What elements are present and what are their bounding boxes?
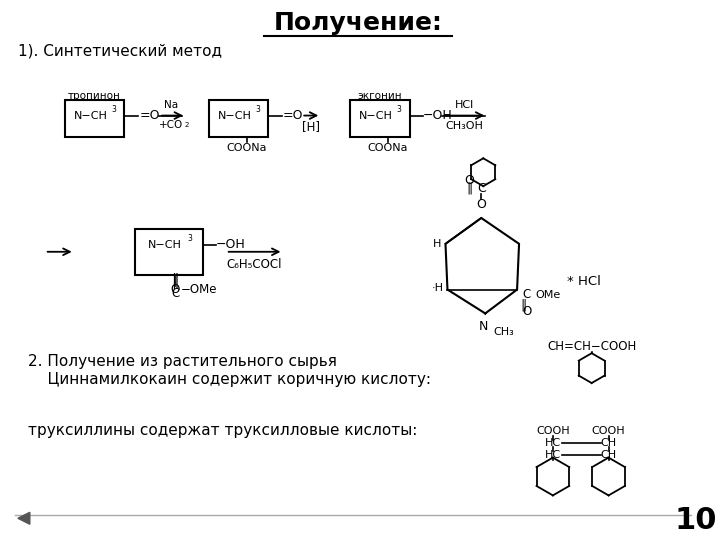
Text: =O: =O — [139, 109, 160, 122]
Text: HCl: HCl — [455, 99, 474, 110]
Text: N−CH: N−CH — [359, 111, 393, 120]
Text: −OMe: −OMe — [181, 283, 217, 296]
Polygon shape — [18, 512, 30, 524]
Text: 3: 3 — [112, 105, 116, 114]
Text: +CO: +CO — [159, 120, 183, 131]
Text: =O: =O — [282, 109, 303, 122]
Text: тропинон: тропинон — [68, 91, 121, 100]
Text: ‖: ‖ — [467, 181, 472, 194]
Text: H: H — [433, 239, 441, 249]
Text: O: O — [477, 198, 486, 211]
Text: * HCl: * HCl — [567, 275, 600, 288]
Text: ‖: ‖ — [520, 299, 526, 312]
Text: N−CH: N−CH — [217, 111, 251, 120]
Text: 1). Синтетический метод: 1). Синтетический метод — [18, 43, 222, 58]
Text: CH=CH−COOH: CH=CH−COOH — [547, 340, 636, 353]
Text: 10: 10 — [675, 506, 717, 535]
Text: C: C — [477, 181, 486, 194]
Text: Na: Na — [164, 99, 178, 110]
Text: C: C — [171, 287, 179, 300]
Text: ·H: ·H — [431, 282, 444, 293]
Text: HC: HC — [545, 438, 561, 448]
Text: N−CH: N−CH — [73, 111, 107, 120]
Text: Циннамилкокаин содержит коричную кислоту:: Циннамилкокаин содержит коричную кислоту… — [28, 372, 431, 387]
Text: HC: HC — [545, 450, 561, 460]
Text: 2. Получение из растительного сырья: 2. Получение из растительного сырья — [28, 354, 337, 369]
Text: экгонин: экгонин — [358, 91, 402, 100]
Text: OMe: OMe — [535, 289, 560, 300]
Text: COOH: COOH — [536, 426, 570, 436]
Text: C₆H₅COCl: C₆H₅COCl — [227, 258, 282, 271]
Text: COONa: COONa — [367, 143, 408, 153]
Text: [H]: [H] — [302, 120, 320, 133]
Text: O: O — [464, 174, 474, 187]
Text: O: O — [522, 305, 531, 318]
Text: 3: 3 — [397, 105, 402, 114]
Text: C: C — [522, 288, 531, 301]
Text: COONa: COONa — [226, 143, 267, 153]
Text: CH: CH — [600, 438, 616, 448]
Text: 3: 3 — [187, 234, 192, 244]
Text: труксиллины содержат труксилловые кислоты:: труксиллины содержат труксилловые кислот… — [28, 423, 417, 438]
Text: COOH: COOH — [592, 426, 626, 436]
Text: −OH: −OH — [423, 109, 452, 122]
Text: CH₃: CH₃ — [493, 327, 514, 338]
Text: N: N — [479, 320, 488, 333]
Bar — [350, 100, 410, 137]
Text: CH: CH — [600, 450, 616, 460]
Text: −OH: −OH — [216, 238, 246, 251]
Text: N−CH: N−CH — [148, 240, 182, 250]
Text: CH₃OH: CH₃OH — [446, 122, 483, 132]
Text: ‖: ‖ — [171, 273, 179, 288]
Bar — [135, 229, 203, 275]
Bar — [209, 100, 269, 137]
Text: 3: 3 — [256, 105, 261, 114]
Text: Получение:: Получение: — [274, 11, 442, 35]
Bar — [65, 100, 125, 137]
Text: O: O — [171, 283, 179, 296]
Text: 2: 2 — [185, 123, 189, 129]
